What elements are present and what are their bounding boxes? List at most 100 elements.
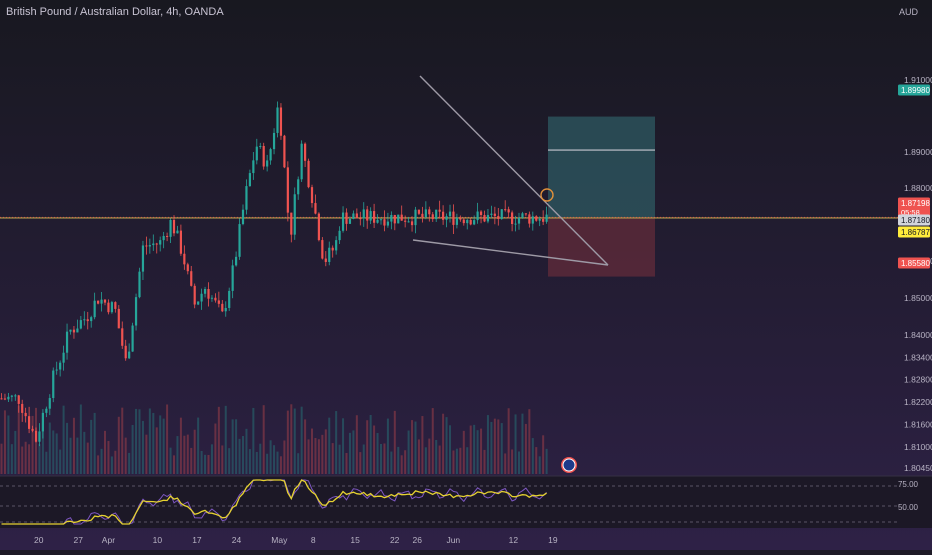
price-tag-entry: 1.86787 [898, 226, 930, 238]
candle-body [373, 211, 376, 223]
volume-bar [104, 430, 106, 474]
candle [235, 251, 238, 267]
candle-body [310, 187, 314, 204]
volume-bar [90, 419, 93, 474]
candle [348, 216, 352, 224]
candle-body [10, 395, 13, 397]
candle-body [407, 221, 410, 223]
candle-body [352, 213, 355, 219]
volume-bar [14, 430, 17, 474]
candle-body [504, 209, 507, 211]
volume-bar [200, 450, 203, 474]
candle-body [128, 351, 131, 359]
volume-bar [110, 456, 113, 474]
drawings-layer[interactable] [0, 75, 898, 266]
volume-bar [500, 423, 503, 474]
volume-bar [369, 414, 372, 474]
candle-body [245, 186, 248, 210]
candle-body [155, 243, 158, 245]
candle [262, 142, 265, 170]
volume-bar [128, 452, 131, 474]
candle-body [362, 209, 365, 219]
candle-body [97, 300, 100, 304]
candle [217, 291, 220, 308]
candle [286, 161, 289, 222]
candle [310, 184, 314, 208]
candle [210, 295, 214, 302]
candle [41, 409, 44, 439]
candle [438, 200, 441, 219]
stop-zone[interactable] [548, 217, 655, 277]
volume-bar [393, 410, 396, 474]
price-tag-label: 1.89980 [901, 86, 930, 95]
candle-body [190, 271, 193, 286]
position-tool[interactable] [548, 116, 655, 277]
candle [183, 245, 186, 270]
volume-bar [462, 430, 465, 474]
volume-bar [445, 417, 448, 474]
candle [390, 211, 393, 230]
candle-body [131, 325, 134, 352]
volume-bar [97, 455, 100, 474]
volume-bar [514, 414, 517, 474]
candle-body [428, 209, 431, 215]
volume-bar [386, 418, 389, 474]
candle [307, 158, 310, 189]
descending-trendline[interactable] [419, 75, 609, 266]
candle [324, 251, 327, 267]
support-trendline[interactable] [412, 239, 609, 266]
volume-bar [169, 447, 172, 474]
candle [72, 326, 76, 339]
price-axis-tick: 1.81600 [904, 420, 932, 430]
candle [355, 208, 358, 219]
candle-body [338, 230, 341, 241]
candle [490, 205, 493, 219]
candle [24, 407, 27, 423]
candle [338, 226, 341, 244]
volume-bar [404, 450, 407, 474]
candle-body [507, 209, 510, 213]
volume-bar [331, 443, 334, 474]
candle-body [55, 369, 58, 371]
volume-bar [245, 428, 248, 474]
candle [314, 194, 317, 215]
time-axis-label: 10 [153, 535, 163, 545]
candle-body [293, 194, 296, 235]
rsi-level-label: 75.00 [898, 480, 919, 489]
symbol-title[interactable]: British Pound / Australian Dollar, 4h, O… [6, 6, 224, 18]
candle-body [324, 258, 327, 262]
entry-circle-marker[interactable] [540, 188, 554, 202]
volume-bar [476, 430, 479, 474]
time-axis[interactable]: 20 27 Apr 10 17 24 May 8 15 22 26 Jun 12 19 [34, 535, 558, 545]
candle-body [314, 203, 317, 214]
volume-bar [373, 425, 376, 474]
candle [200, 288, 203, 310]
candle-body [110, 302, 113, 313]
candle [414, 206, 417, 234]
candle-body [490, 213, 493, 215]
candle [452, 204, 455, 234]
candle [52, 367, 55, 403]
volume-bar [473, 424, 476, 474]
volume-bar [121, 407, 124, 474]
candle-body [193, 285, 196, 305]
candle [476, 202, 479, 224]
candle [138, 267, 141, 299]
volume-bar [259, 443, 262, 474]
volume-bar [238, 438, 241, 474]
candle [507, 206, 510, 219]
target-zone[interactable] [548, 116, 655, 218]
candle [255, 138, 258, 165]
volume-bar [262, 405, 265, 474]
candle-body [103, 299, 107, 303]
candle-body [38, 431, 41, 442]
australia-flag-icon[interactable] [561, 457, 577, 473]
volume-bar [193, 429, 196, 474]
volume-bar [131, 424, 134, 474]
candle [545, 206, 548, 224]
candle [79, 316, 82, 330]
volume-bar [0, 443, 3, 474]
volume-bar [490, 421, 493, 474]
